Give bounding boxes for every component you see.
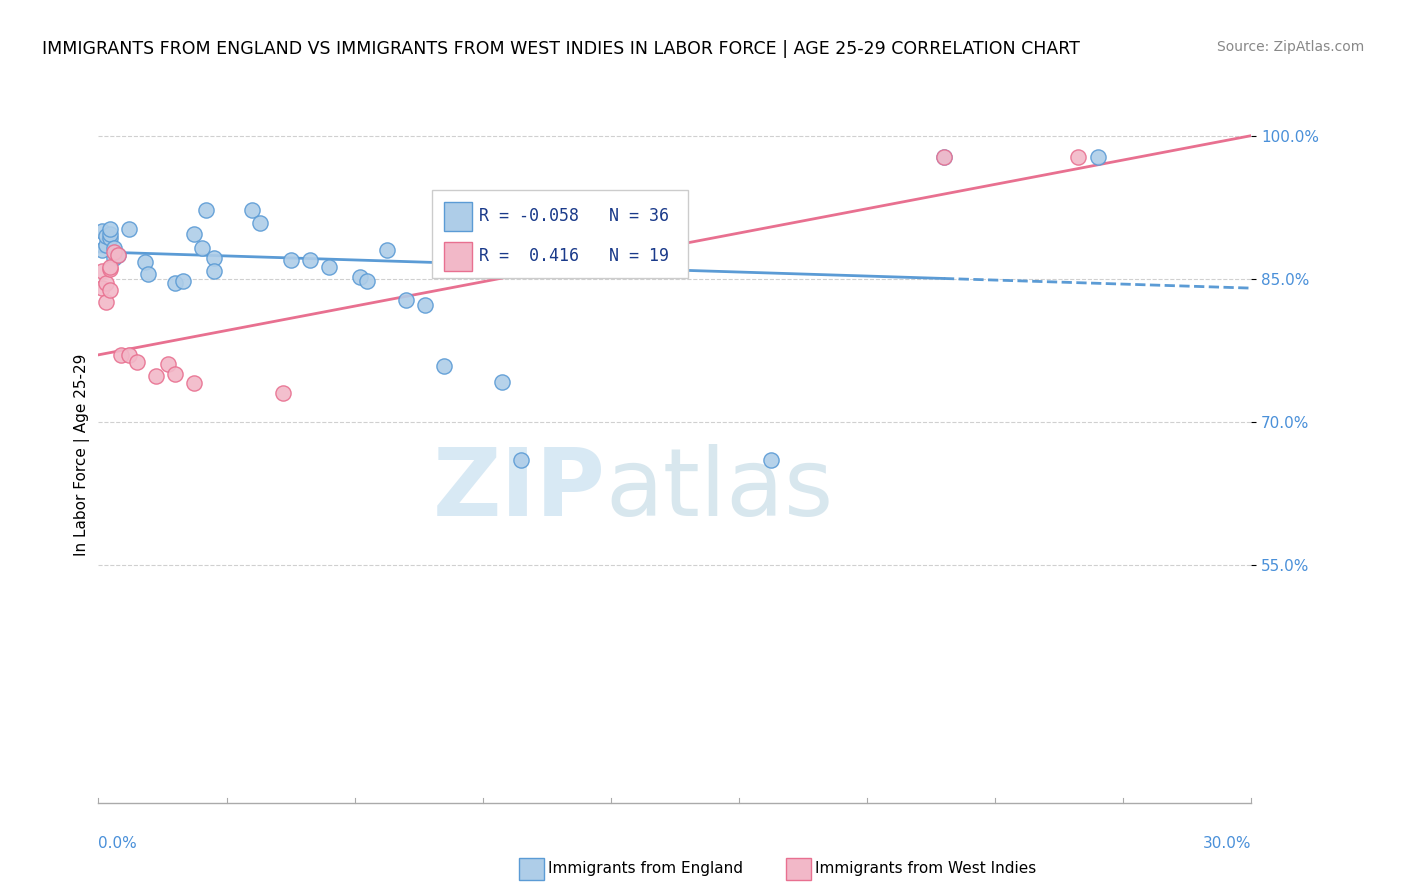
Point (202, 264, 225, 278)
Point (183, 227, 205, 241)
Point (125, 355, 148, 369)
Text: R =  0.416   N = 19: R = 0.416 N = 19 (479, 247, 669, 266)
Point (134, 255, 156, 269)
Text: 0.0%: 0.0% (98, 836, 138, 851)
Point (110, 348, 132, 362)
Point (375, 243, 398, 257)
Point (98, 283, 121, 297)
Point (103, 244, 125, 259)
Point (298, 252, 321, 267)
Point (98, 262, 121, 277)
Point (156, 357, 179, 371)
Point (413, 298, 436, 312)
Point (1067, 150, 1090, 164)
Point (91, 243, 114, 257)
Point (932, 150, 955, 164)
Point (94, 295, 117, 310)
Point (94, 238, 117, 252)
Point (932, 150, 955, 164)
Point (103, 251, 125, 265)
Point (172, 273, 194, 287)
Point (249, 216, 271, 230)
Point (107, 248, 129, 262)
Point (98, 227, 121, 241)
Point (118, 222, 141, 236)
Point (165, 367, 187, 381)
Point (98, 230, 121, 244)
Point (145, 368, 167, 383)
Point (202, 251, 225, 265)
Point (271, 386, 294, 401)
Point (94, 277, 117, 291)
Text: Immigrants from England: Immigrants from England (548, 862, 744, 876)
Point (98, 222, 121, 236)
Text: R = -0.058   N = 36: R = -0.058 N = 36 (479, 208, 669, 226)
Point (1087, 150, 1109, 164)
Text: 30.0%: 30.0% (1204, 836, 1251, 851)
Point (349, 269, 371, 284)
Y-axis label: In Labor Force | Age 25-29: In Labor Force | Age 25-29 (75, 354, 90, 556)
Point (280, 252, 302, 267)
Text: Immigrants from West Indies: Immigrants from West Indies (815, 862, 1036, 876)
Point (94, 228, 117, 243)
Point (183, 376, 205, 391)
Point (91, 281, 114, 295)
Point (98, 260, 121, 275)
Point (103, 241, 125, 255)
Point (91, 224, 114, 238)
Point (107, 248, 129, 262)
Point (759, 452, 782, 467)
Point (118, 348, 141, 362)
Point (433, 359, 456, 374)
Text: atlas: atlas (606, 443, 834, 536)
Point (91, 264, 114, 278)
Point (395, 293, 418, 307)
Text: IMMIGRANTS FROM ENGLAND VS IMMIGRANTS FROM WEST INDIES IN LABOR FORCE | AGE 25-2: IMMIGRANTS FROM ENGLAND VS IMMIGRANTS FR… (42, 40, 1080, 58)
Point (318, 260, 340, 275)
Point (356, 273, 378, 287)
Point (191, 241, 214, 255)
Point (195, 202, 218, 217)
Point (165, 277, 187, 291)
Text: ZIP: ZIP (433, 443, 606, 536)
Point (491, 375, 513, 389)
Point (510, 452, 533, 467)
Point (138, 267, 160, 281)
Text: Source: ZipAtlas.com: Source: ZipAtlas.com (1216, 40, 1364, 54)
Point (240, 202, 263, 217)
